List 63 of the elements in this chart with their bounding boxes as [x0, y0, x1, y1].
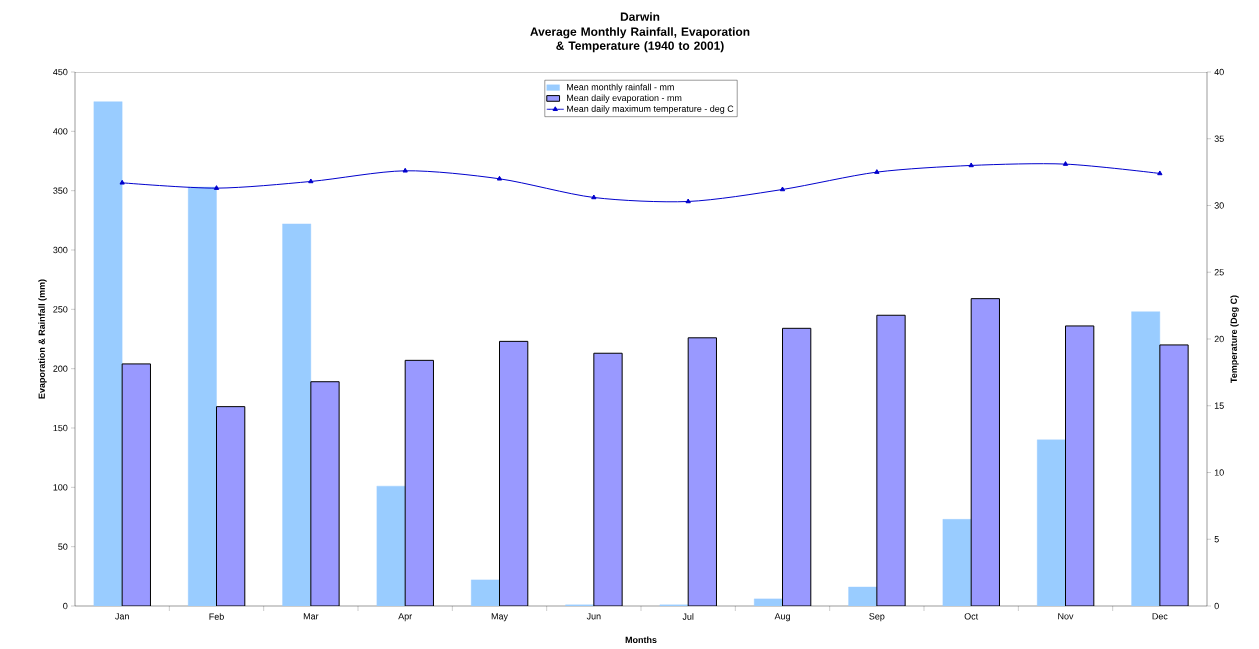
- point: [402, 167, 408, 173]
- y-tick-label: 400: [53, 128, 68, 135]
- x-tick-label: Jun: [586, 613, 601, 620]
- legend-label: Mean daily evaporation - mm: [567, 94, 682, 103]
- y-tick-label: 350: [53, 187, 68, 194]
- bar: [310, 381, 340, 606]
- y-tick-label: 200: [53, 365, 68, 372]
- bar: [121, 363, 151, 606]
- x-tick-label: Aug: [774, 613, 790, 622]
- x-tick-label: May: [491, 613, 508, 622]
- point: [119, 179, 125, 185]
- point: [874, 169, 880, 174]
- y2-tick-label: 20: [1214, 335, 1224, 343]
- y-tick-label: 150: [53, 424, 68, 432]
- legend-label: Mean daily maximum temperature - deg C: [567, 105, 734, 114]
- bar: [1065, 325, 1095, 606]
- bar: [876, 314, 906, 606]
- y-tick-label: 300: [53, 246, 68, 254]
- y-tick-label: 50: [58, 543, 68, 550]
- legend-label: Mean monthly rainfall - mm: [567, 83, 674, 93]
- point: [685, 198, 691, 204]
- point: [779, 186, 786, 192]
- point: [213, 185, 220, 190]
- x-tick-label: Oct: [964, 613, 979, 620]
- bar: [1159, 344, 1189, 606]
- y2-axis-title: Temperature (Deg C): [1230, 295, 1239, 383]
- x-tick-label: Jul: [682, 613, 694, 620]
- x-tick-label: Nov: [1058, 613, 1074, 620]
- y-axis-title: Evaporation & Rainfall (mm): [38, 279, 47, 399]
- bar: [782, 327, 812, 606]
- y2-tick-label: 30: [1214, 202, 1224, 209]
- y-tick-label: 100: [53, 484, 68, 491]
- chart-title: Darwin: [620, 12, 660, 21]
- point: [1157, 170, 1163, 176]
- x-tick-label: Dec: [1152, 613, 1168, 620]
- y-tick-label: 450: [53, 68, 68, 76]
- y2-tick-label: 35: [1214, 135, 1224, 142]
- bar: [216, 406, 246, 606]
- y2-tick-label: 15: [1214, 402, 1224, 409]
- point: [968, 162, 974, 168]
- x-axis-title: Months: [625, 636, 657, 644]
- bar: [687, 337, 717, 606]
- x-tick-label: Jan: [115, 613, 129, 620]
- point: [496, 175, 503, 181]
- bar: [404, 359, 434, 606]
- y2-tick-label: 10: [1214, 469, 1224, 476]
- y-tick-label: 0: [63, 602, 68, 610]
- x-tick-label: Mar: [303, 613, 319, 620]
- y-tick-label: 250: [53, 306, 68, 313]
- bar: [499, 340, 529, 606]
- y2-tick-label: 0: [1214, 602, 1219, 610]
- point: [1062, 161, 1069, 166]
- y2-tick-label: 25: [1214, 269, 1224, 276]
- chart-subtitle: Average Monthly Rainfall, Evaporation & Temperature (1940 to 2001): [530, 27, 750, 53]
- bar: [970, 298, 1000, 606]
- y2-tick-label: 40: [1214, 68, 1224, 76]
- point: [591, 194, 597, 200]
- x-tick-label: Apr: [398, 613, 412, 622]
- x-tick-label: Feb: [209, 613, 224, 620]
- point: [308, 178, 314, 184]
- x-tick-label: Sep: [869, 613, 885, 622]
- bar: [593, 352, 623, 606]
- y2-tick-label: 5: [1214, 536, 1219, 543]
